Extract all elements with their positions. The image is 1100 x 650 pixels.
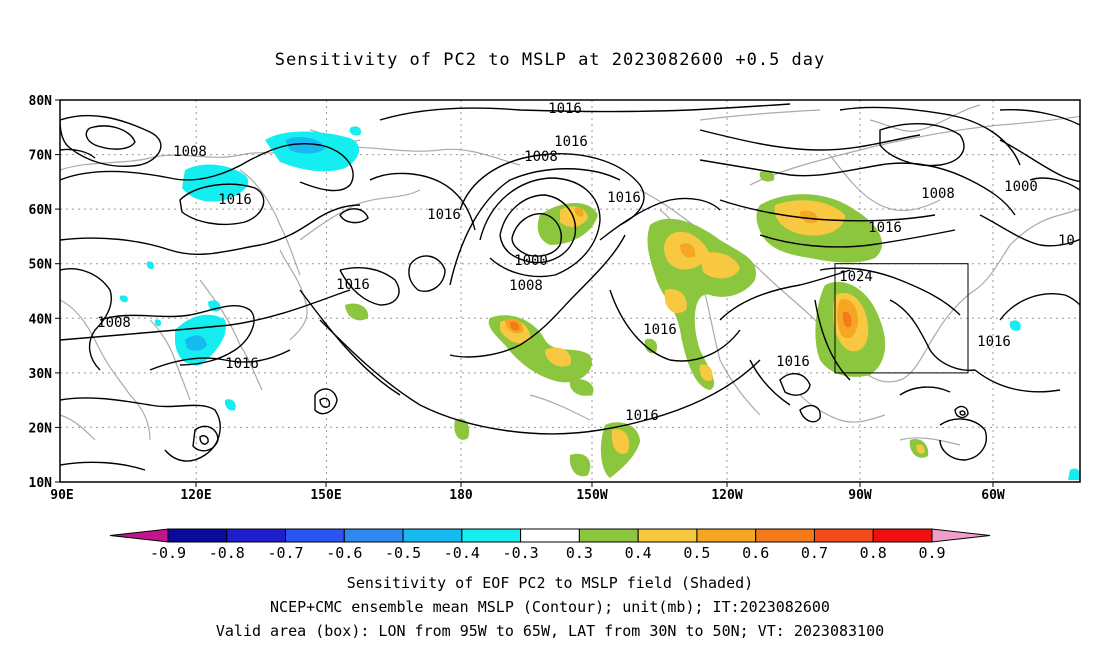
colorbar-swatch: [637, 528, 698, 543]
lon-tick-label: 120E: [180, 488, 211, 503]
colorbar-tick-label: 0.9: [918, 544, 945, 562]
colorbar-tick-label: 0.5: [683, 544, 710, 562]
contour-label: 1000: [514, 253, 548, 269]
shaded-sensitivity: [119, 126, 1080, 480]
colorbar-tick-label: 0.4: [625, 544, 652, 562]
lon-tick-label: 60W: [981, 488, 1005, 503]
map-frame: [59, 99, 1081, 483]
colorbar: [109, 528, 991, 543]
map-area: 1016 1016 1008 1008 1016 1016 1016 1016 …: [60, 100, 1080, 482]
coastlines: [60, 104, 1080, 446]
mslp-contours: [60, 103, 1080, 471]
colorbar-extend-high: [931, 528, 991, 543]
contour-label: 1008: [921, 186, 955, 202]
colorbar-swatch: [285, 528, 345, 543]
lon-tick-label: 150W: [576, 488, 607, 503]
colorbar-tick-label: 0.3: [566, 544, 593, 562]
contour-labels: 1016 1016 1008 1008 1016 1016 1016 1016 …: [97, 101, 1075, 424]
valid-area-box: [834, 263, 969, 374]
colorbar-labels: -0.9 -0.8 -0.7 -0.6 -0.5 -0.4 -0.3 0.3 0.4 0.5 0.6…: [150, 544, 946, 562]
lat-tick-label: 10N: [29, 476, 53, 491]
colorbar-swatch: [813, 528, 874, 543]
contour-label: 1016: [225, 356, 259, 372]
page-title: Sensitivity of PC2 to MSLP at 2023082600…: [274, 50, 826, 70]
colorbar-tick-label: -0.5: [385, 544, 421, 562]
colorbar-tick-label: -0.9: [150, 544, 186, 562]
contour-label: 1016: [643, 322, 677, 338]
colorbar-swatch: [578, 528, 639, 543]
colorbar-tick-label: -0.4: [444, 544, 480, 562]
colorbar-swatch: [343, 528, 404, 543]
colorbar-tick-label: 0.7: [801, 544, 828, 562]
contour-label: 1016: [977, 334, 1011, 350]
lat-tick-label: 40N: [29, 312, 53, 327]
caption-line-3: Valid area (box): LON from 95W to 65W, L…: [215, 622, 885, 640]
contour-label: 1008: [524, 149, 558, 165]
contour-label: 1016: [776, 354, 810, 370]
lat-tick-label: 80N: [29, 94, 53, 109]
colorbar-tick-label: -0.3: [503, 544, 539, 562]
colorbar-swatch: [520, 528, 580, 543]
lon-tick-label: 90E: [50, 488, 73, 503]
contour-label: 1016: [607, 190, 641, 206]
lat-tick-label: 70N: [29, 149, 53, 164]
caption-line-1: Sensitivity of EOF PC2 to MSLP field (Sh…: [346, 574, 754, 592]
contour-label: 1016: [868, 220, 902, 236]
contour-label: 1000: [1004, 179, 1038, 195]
caption-line-2: NCEP+CMC ensemble mean MSLP (Contour); u…: [270, 598, 830, 616]
contour-label: 1016: [548, 101, 582, 117]
contour-label: 1016: [625, 408, 659, 424]
contour-label: 1016: [554, 134, 588, 150]
colorbar-swatch: [872, 528, 933, 543]
colorbar-tick-label: 0.8: [860, 544, 887, 562]
colorbar-swatch: [226, 528, 287, 543]
contour-label: 10: [1058, 233, 1075, 249]
lat-tick-label: 30N: [29, 367, 53, 382]
colorbar-swatch: [167, 528, 228, 543]
colorbar-swatch: [755, 528, 815, 543]
lat-tick-label: 50N: [29, 258, 53, 273]
colorbar-extend-low: [109, 528, 169, 543]
contour-label: 1024: [839, 269, 873, 285]
colorbar-tick-label: -0.6: [326, 544, 362, 562]
colorbar-tick-label: 0.6: [742, 544, 769, 562]
contour-label: 1008: [173, 144, 207, 160]
lat-axis: 80N 70N 60N 50N 40N 30N 20N 10N: [29, 94, 60, 491]
colorbar-swatch: [461, 528, 522, 543]
colorbar-swatch: [696, 528, 757, 543]
lon-tick-label: 120W: [711, 488, 742, 503]
colorbar-tick-label: -0.7: [267, 544, 303, 562]
contour-label: 1016: [336, 277, 370, 293]
contour-label: 1008: [97, 315, 131, 331]
contour-label: 1016: [218, 192, 252, 208]
colorbar-tick-label: -0.8: [209, 544, 245, 562]
lon-tick-label: 150E: [310, 488, 341, 503]
lon-axis: 90E 120E 150E 180 150W 120W 90W 60W: [50, 482, 1005, 503]
lon-tick-label: 180: [449, 488, 473, 503]
lat-tick-label: 60N: [29, 203, 53, 218]
contour-label: 1008: [509, 278, 543, 294]
lat-tick-label: 20N: [29, 421, 53, 436]
contour-label: 1016: [427, 207, 461, 223]
colorbar-swatch: [402, 528, 463, 543]
lon-tick-label: 90W: [848, 488, 872, 503]
